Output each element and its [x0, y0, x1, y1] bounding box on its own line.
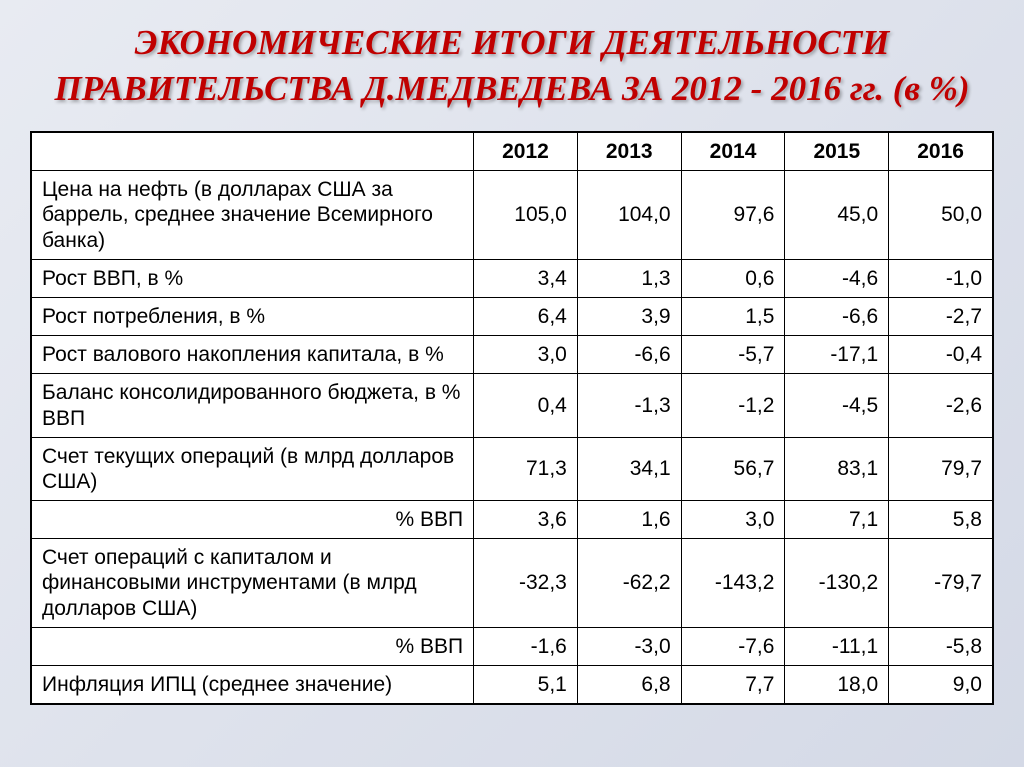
table-row: Инфляция ИПЦ (среднее значение) 5,1 6,8 …: [32, 666, 993, 704]
cell-value: 71,3: [474, 437, 578, 500]
table-row: Рост ВВП, в % 3,4 1,3 0,6 -4,6 -1,0: [32, 259, 993, 297]
table-row: Счет текущих операций (в млрд долларов С…: [32, 437, 993, 500]
cell-value: -6,6: [785, 297, 889, 335]
cell-value: -17,1: [785, 336, 889, 374]
header-year-2014: 2014: [681, 133, 785, 171]
cell-value: 3,0: [681, 501, 785, 539]
economic-data-table-container: 2012 2013 2014 2015 2016 Цена на нефть (…: [30, 131, 994, 705]
cell-value: -1,3: [577, 374, 681, 437]
cell-value: 0,4: [474, 374, 578, 437]
header-year-2015: 2015: [785, 133, 889, 171]
table-row: Счет операций с капиталом и финансовыми …: [32, 539, 993, 628]
row-label: Рост потребления, в %: [32, 297, 474, 335]
cell-value: -11,1: [785, 627, 889, 665]
cell-value: 7,7: [681, 666, 785, 704]
table-row: Рост валового накопления капитала, в % 3…: [32, 336, 993, 374]
cell-value: -32,3: [474, 539, 578, 628]
cell-value: -5,7: [681, 336, 785, 374]
cell-value: -1,0: [889, 259, 993, 297]
cell-value: -130,2: [785, 539, 889, 628]
table-body: Цена на нефть (в долларах США за баррель…: [32, 171, 993, 704]
cell-value: 5,1: [474, 666, 578, 704]
cell-value: -1,6: [474, 627, 578, 665]
cell-value: 3,9: [577, 297, 681, 335]
cell-value: -2,6: [889, 374, 993, 437]
row-label: Цена на нефть (в долларах США за баррель…: [32, 171, 474, 260]
cell-value: 1,3: [577, 259, 681, 297]
cell-value: -5,8: [889, 627, 993, 665]
cell-value: -3,0: [577, 627, 681, 665]
economic-data-table: 2012 2013 2014 2015 2016 Цена на нефть (…: [31, 132, 993, 704]
cell-value: 34,1: [577, 437, 681, 500]
row-label: Рост ВВП, в %: [32, 259, 474, 297]
cell-value: 105,0: [474, 171, 578, 260]
table-row: % ВВП 3,6 1,6 3,0 7,1 5,8: [32, 501, 993, 539]
row-label: Инфляция ИПЦ (среднее значение): [32, 666, 474, 704]
row-label: % ВВП: [32, 627, 474, 665]
table-row: Баланс консолидированного бюджета, в % В…: [32, 374, 993, 437]
row-label: % ВВП: [32, 501, 474, 539]
table-header-row: 2012 2013 2014 2015 2016: [32, 133, 993, 171]
cell-value: 97,6: [681, 171, 785, 260]
slide-title: ЭКОНОМИЧЕСКИЕ ИТОГИ ДЕЯТЕЛЬНОСТИ ПРАВИТЕ…: [30, 20, 994, 111]
cell-value: 18,0: [785, 666, 889, 704]
cell-value: -7,6: [681, 627, 785, 665]
row-label: Счет операций с капиталом и финансовыми …: [32, 539, 474, 628]
cell-value: -0,4: [889, 336, 993, 374]
table-row: Цена на нефть (в долларах США за баррель…: [32, 171, 993, 260]
cell-value: 3,0: [474, 336, 578, 374]
cell-value: -4,5: [785, 374, 889, 437]
cell-value: 50,0: [889, 171, 993, 260]
cell-value: -79,7: [889, 539, 993, 628]
cell-value: -4,6: [785, 259, 889, 297]
row-label: Счет текущих операций (в млрд долларов С…: [32, 437, 474, 500]
header-year-2013: 2013: [577, 133, 681, 171]
table-row: Рост потребления, в % 6,4 3,9 1,5 -6,6 -…: [32, 297, 993, 335]
row-label: Рост валового накопления капитала, в %: [32, 336, 474, 374]
cell-value: 6,4: [474, 297, 578, 335]
cell-value: 79,7: [889, 437, 993, 500]
cell-value: 104,0: [577, 171, 681, 260]
header-empty: [32, 133, 474, 171]
row-label: Баланс консолидированного бюджета, в % В…: [32, 374, 474, 437]
cell-value: 5,8: [889, 501, 993, 539]
cell-value: -2,7: [889, 297, 993, 335]
table-row: % ВВП -1,6 -3,0 -7,6 -11,1 -5,8: [32, 627, 993, 665]
cell-value: 1,6: [577, 501, 681, 539]
cell-value: 6,8: [577, 666, 681, 704]
cell-value: 45,0: [785, 171, 889, 260]
cell-value: 3,4: [474, 259, 578, 297]
cell-value: 56,7: [681, 437, 785, 500]
cell-value: -1,2: [681, 374, 785, 437]
cell-value: -143,2: [681, 539, 785, 628]
cell-value: 3,6: [474, 501, 578, 539]
cell-value: -6,6: [577, 336, 681, 374]
cell-value: 7,1: [785, 501, 889, 539]
cell-value: 9,0: [889, 666, 993, 704]
cell-value: 83,1: [785, 437, 889, 500]
cell-value: 1,5: [681, 297, 785, 335]
header-year-2012: 2012: [474, 133, 578, 171]
cell-value: 0,6: [681, 259, 785, 297]
cell-value: -62,2: [577, 539, 681, 628]
header-year-2016: 2016: [889, 133, 993, 171]
